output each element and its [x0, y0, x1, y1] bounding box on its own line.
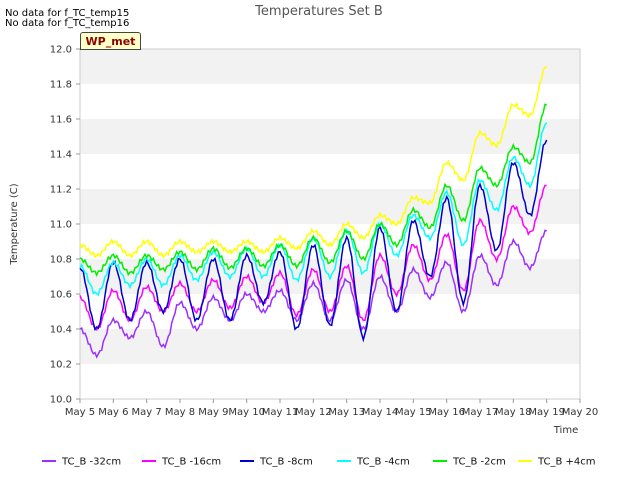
y-tick-label: 11.2: [50, 185, 72, 196]
y-tick-label: 12.0: [50, 45, 72, 56]
station-badge: WP_met: [80, 32, 141, 50]
y-tick-label: 11.8: [50, 80, 72, 91]
x-tick-label: May 14: [362, 407, 399, 418]
x-tick-label: May 20: [562, 407, 599, 418]
x-tick-label: May 5: [65, 407, 95, 418]
y-axis-ticks: 10.0 10.2 10.4 10.6 10.8 11.0 11.2 11.4 11.6 11.8…: [50, 45, 80, 406]
legend: TC_B -32cm TC_B -16cm TC_B -8cm TC_B -4cm TC…: [42, 457, 596, 468]
x-tick-label: May 9: [198, 407, 228, 418]
x-axis-label: Time: [553, 425, 578, 436]
legend-label: TC_B -32cm: [61, 457, 121, 468]
legend-label: TC_B -2cm: [452, 457, 506, 468]
x-tick-label: May 8: [165, 407, 195, 418]
legend-label: TC_B -4cm: [356, 457, 410, 468]
x-tick-label: May 19: [528, 407, 565, 418]
series-line-tc-b-4cm: [79, 65, 548, 260]
grid-band: [80, 84, 580, 119]
y-tick-label: 10.2: [50, 360, 72, 371]
legend-label: TC_B -16cm: [161, 457, 221, 468]
x-tick-label: May 16: [428, 407, 465, 418]
grid-band: [80, 154, 580, 189]
series-line-tc-b-8cm: [79, 139, 548, 343]
y-tick-label: 10.4: [50, 325, 72, 336]
y-tick-label: 11.0: [50, 220, 72, 231]
series-lines: [79, 65, 548, 359]
y-axis-label: Temperature (C): [9, 183, 20, 265]
grid-band: [80, 189, 580, 224]
y-tick-label: 10.6: [50, 290, 72, 301]
y-tick-label: 10.0: [50, 395, 72, 406]
y-tick-label: 11.6: [50, 115, 72, 126]
legend-label: TC_B -8cm: [259, 457, 313, 468]
grid-band: [80, 49, 580, 84]
y-tick-label: 10.8: [50, 255, 72, 266]
x-tick-label: May 7: [132, 407, 162, 418]
chart-title: Temperatures Set B: [254, 4, 383, 19]
grid-band: [80, 364, 580, 399]
x-tick-label: May 6: [98, 407, 128, 418]
y-tick-label: 11.4: [50, 150, 72, 161]
x-tick-label: May 12: [295, 407, 332, 418]
x-tick-label: May 10: [228, 407, 265, 418]
series-line-tc-b-32cm: [79, 229, 547, 359]
x-tick-label: May 17: [462, 407, 499, 418]
grid-band: [80, 329, 580, 364]
no-data-note-1: No data for f_TC_temp15: [5, 8, 130, 19]
x-tick-label: May 18: [495, 407, 532, 418]
x-tick-label: May 15: [395, 407, 432, 418]
series-line-tc-b-2cm: [79, 103, 547, 278]
plot-background: [80, 49, 580, 399]
x-tick-label: May 13: [328, 407, 365, 418]
legend-label: TC_B +4cm: [537, 457, 596, 468]
x-tick-label: May 11: [262, 407, 299, 418]
grid-band: [80, 119, 580, 154]
no-data-note-2: No data for f_TC_temp16: [5, 18, 130, 29]
